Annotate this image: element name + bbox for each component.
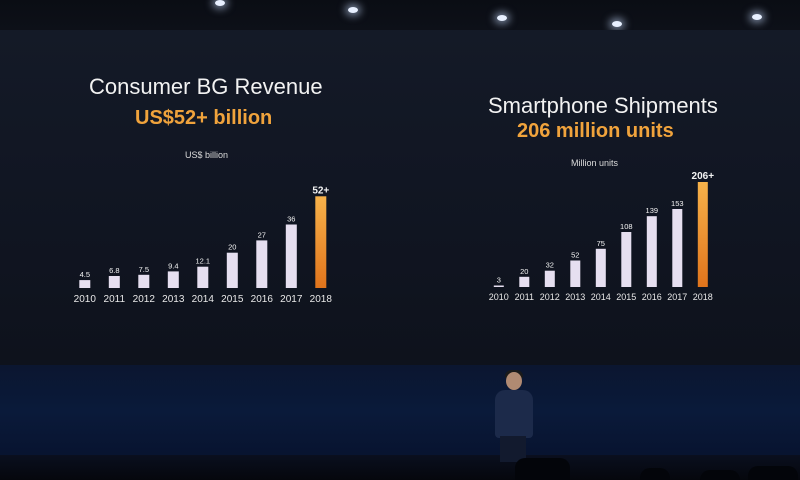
x-tick-label: 2015 (221, 294, 244, 305)
x-tick-label: 2017 (280, 294, 303, 305)
bar (519, 276, 530, 287)
x-tick-label: 2016 (642, 292, 662, 302)
ceiling-light (348, 7, 358, 13)
x-tick-label: 2010 (74, 294, 97, 305)
x-tick-label: 2011 (104, 294, 126, 305)
revenue-chart: 4.5 2010 6.8 2011 7.5 2012 9.4 2013 12.1 2014 20 20… (74, 185, 333, 305)
audience-silhouette (700, 470, 740, 480)
data-label: 9.4 (168, 261, 178, 270)
data-label: 3 (497, 276, 501, 285)
data-label: 20 (520, 267, 528, 276)
ceiling-light (215, 0, 225, 6)
bar (79, 280, 91, 288)
ceiling-light (752, 14, 762, 20)
data-label: 139 (646, 206, 659, 215)
x-tick-label: 2013 (162, 294, 185, 305)
data-label: 153 (671, 199, 684, 208)
highlight-bar (315, 196, 327, 288)
ceiling (0, 0, 800, 30)
x-tick-label: 2017 (667, 292, 687, 302)
shipments-unit-label: Million units (571, 158, 619, 168)
data-label: 6.8 (109, 266, 119, 275)
x-tick-label: 2011 (515, 292, 534, 302)
ceiling-light (612, 21, 622, 27)
x-tick-label: 2010 (489, 292, 509, 302)
x-tick-label: 2014 (192, 294, 215, 305)
bar (595, 248, 606, 287)
x-tick-label: 2018 (693, 292, 713, 302)
shipments-title: Smartphone Shipments (488, 93, 718, 118)
presentation-screen (0, 30, 800, 365)
bar (256, 240, 268, 288)
shipments-highlight: 206 million units (517, 120, 674, 142)
data-label: 52 (571, 251, 579, 260)
revenue-unit-label: US$ billion (185, 150, 229, 160)
bar (570, 260, 581, 287)
shipments-chart: 3 2010 20 2011 32 2012 52 2013 75 2014 108 2015 139 2… (489, 171, 714, 302)
x-tick-label: 2016 (251, 294, 274, 305)
bar (672, 209, 683, 287)
bar (197, 266, 209, 288)
x-tick-label: 2013 (565, 292, 585, 302)
bar (108, 276, 120, 288)
x-tick-label: 2012 (540, 292, 560, 302)
x-tick-label: 2012 (133, 294, 156, 305)
data-label: 27 (258, 230, 266, 239)
x-tick-label: 2014 (591, 292, 611, 302)
bar (646, 216, 657, 287)
data-label: 52+ (312, 185, 329, 196)
data-label: 4.5 (80, 270, 90, 279)
audience-silhouette (748, 466, 798, 480)
bar (167, 271, 179, 288)
ceiling-light (497, 15, 507, 21)
data-label: 75 (597, 239, 605, 248)
bar (138, 274, 150, 288)
revenue-title: Consumer BG Revenue (89, 74, 323, 99)
bar (621, 232, 632, 287)
bar (493, 285, 504, 287)
x-tick-label: 2018 (310, 294, 333, 305)
stage-floor (0, 455, 800, 480)
data-label: 108 (620, 222, 633, 231)
x-tick-label: 2015 (616, 292, 636, 302)
bar (544, 270, 555, 287)
revenue-highlight: US$52+ billion (135, 107, 273, 129)
data-label: 12.1 (195, 257, 210, 266)
data-label: 32 (546, 261, 554, 270)
bar (285, 224, 297, 288)
audience-silhouette (640, 468, 670, 480)
data-label: 7.5 (139, 265, 149, 274)
highlight-bar (697, 182, 708, 287)
audience-silhouette (515, 458, 570, 480)
data-label: 20 (228, 243, 236, 252)
presenter-figure (486, 370, 546, 462)
data-label: 36 (287, 215, 295, 224)
data-label: 206+ (692, 171, 715, 182)
bar (226, 252, 238, 288)
